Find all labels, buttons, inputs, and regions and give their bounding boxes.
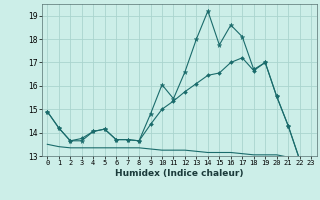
X-axis label: Humidex (Indice chaleur): Humidex (Indice chaleur)	[115, 169, 244, 178]
